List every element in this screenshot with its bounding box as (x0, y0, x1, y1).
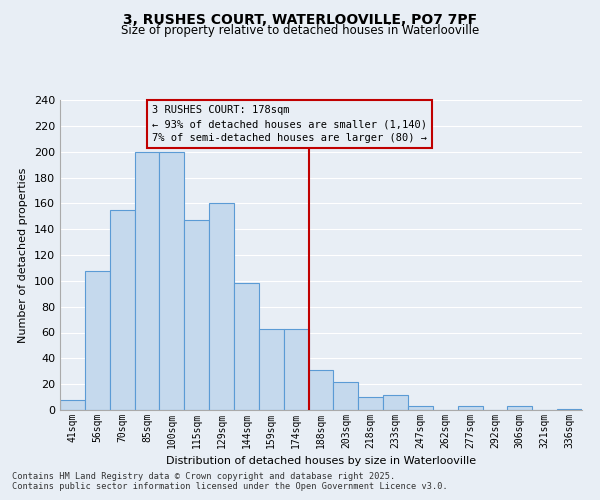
Bar (259, 328, 284, 410)
Bar (557, 408, 582, 410)
Text: 3 RUSHES COURT: 178sqm
← 93% of detached houses are smaller (1,140)
7% of semi-d: 3 RUSHES COURT: 178sqm ← 93% of detached… (152, 105, 427, 143)
Bar (160, 152, 184, 410)
Bar (308, 370, 334, 410)
Y-axis label: Number of detached properties: Number of detached properties (19, 168, 28, 342)
Bar (284, 328, 308, 410)
Text: Contains HM Land Registry data © Crown copyright and database right 2025.: Contains HM Land Registry data © Crown c… (12, 472, 395, 481)
X-axis label: Distribution of detached houses by size in Waterlooville: Distribution of detached houses by size … (166, 456, 476, 466)
Text: 3, RUSHES COURT, WATERLOOVILLE, PO7 7PF: 3, RUSHES COURT, WATERLOOVILLE, PO7 7PF (123, 12, 477, 26)
Bar (508, 406, 532, 410)
Bar (60, 400, 85, 410)
Text: Size of property relative to detached houses in Waterlooville: Size of property relative to detached ho… (121, 24, 479, 37)
Bar (358, 397, 383, 410)
Bar (110, 210, 134, 410)
Bar (383, 394, 408, 410)
Text: Contains public sector information licensed under the Open Government Licence v3: Contains public sector information licen… (12, 482, 448, 491)
Bar (234, 284, 259, 410)
Bar (334, 382, 358, 410)
Bar (408, 406, 433, 410)
Bar (134, 152, 160, 410)
Bar (458, 406, 482, 410)
Bar (85, 270, 110, 410)
Bar (184, 220, 209, 410)
Bar (209, 204, 234, 410)
